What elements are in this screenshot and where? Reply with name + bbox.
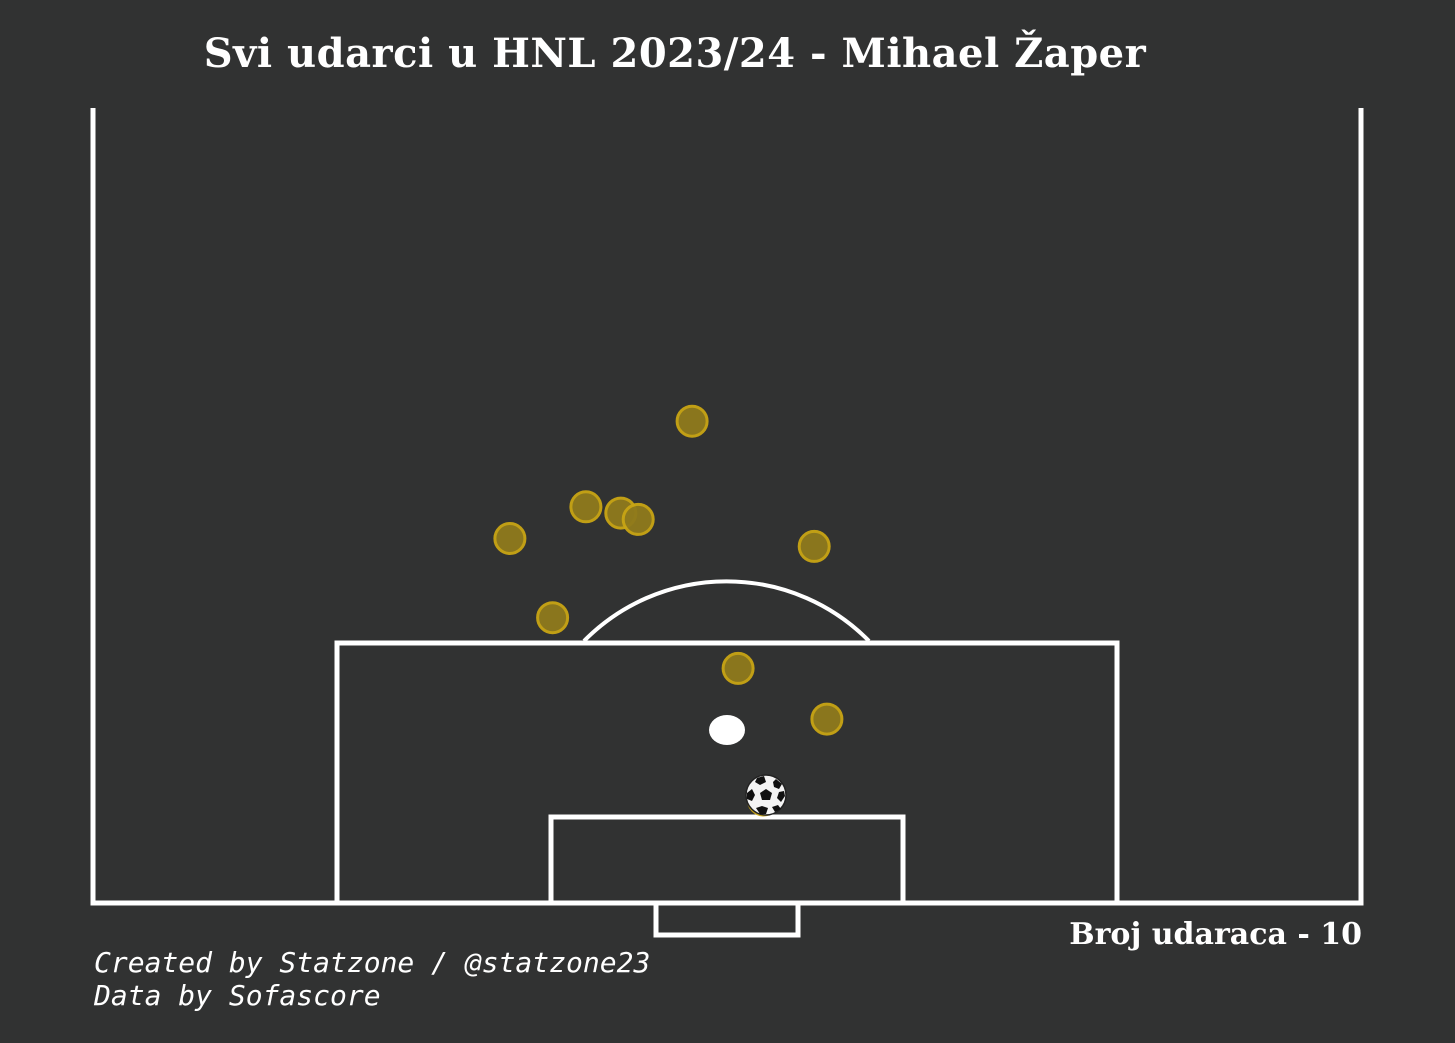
data-source-text: Data by Sofascore — [94, 979, 381, 1012]
chart-title: Svi udarci u HNL 2023/24 - Mihael Žaper — [203, 30, 1147, 77]
shot-point — [493, 522, 527, 555]
created-by-text: Created by Statzone / @statzone23 — [94, 946, 651, 979]
goal — [653, 900, 801, 938]
shot-count-label: Broj udaraca - 10 — [1069, 917, 1362, 952]
shot-point — [797, 529, 831, 563]
soccer-ball-icon — [745, 774, 787, 816]
shot-point — [569, 490, 603, 524]
credits: Created by Statzone / @statzone23 Data b… — [94, 946, 650, 1012]
shot-point — [621, 502, 655, 536]
six-yard-box — [548, 814, 906, 906]
shot-point — [675, 404, 709, 438]
shot-point — [536, 601, 570, 635]
penalty-arc — [582, 579, 871, 643]
penalty-spot — [709, 715, 745, 745]
shot-point — [721, 651, 755, 685]
shot-point — [810, 702, 844, 736]
pitch-outline — [90, 108, 1364, 906]
penalty-area — [334, 640, 1120, 906]
